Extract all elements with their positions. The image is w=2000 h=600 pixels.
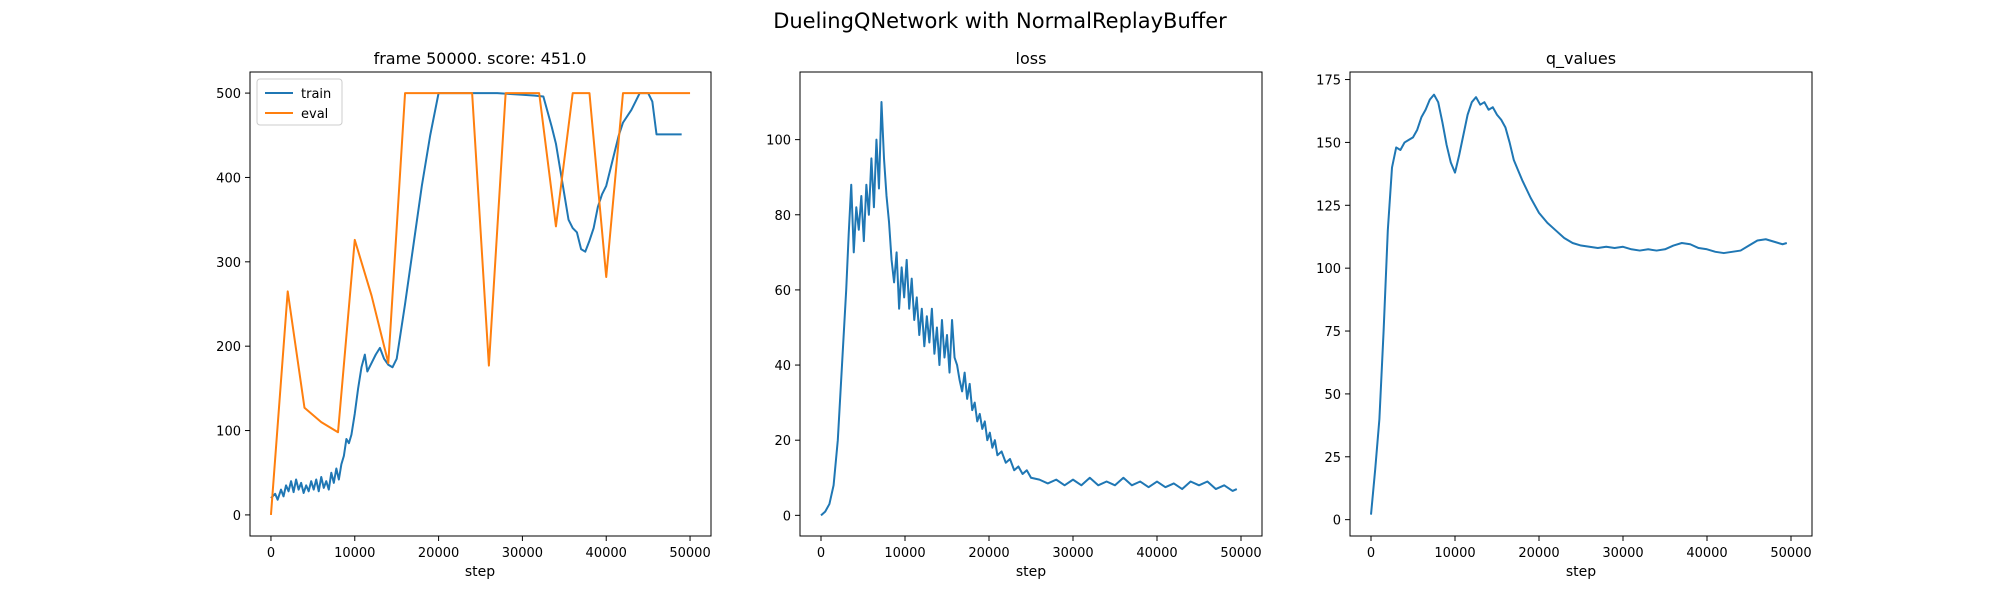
q-values-xtick-label: 20000 xyxy=(1518,546,1559,561)
q-values-ytick-label: 25 xyxy=(1324,451,1341,466)
loss-xtick-label: 30000 xyxy=(1052,546,1093,561)
q-values-subplot-title: q_values xyxy=(1546,49,1616,69)
score-xtick-label: 50000 xyxy=(669,546,710,561)
q-values-xtick-label: 0 xyxy=(1367,546,1375,561)
q-values-xtick-label: 40000 xyxy=(1686,546,1727,561)
q-values-series-line-line xyxy=(1370,93,1788,515)
loss-subplot-xlabel: step xyxy=(1016,564,1046,580)
loss-ytick-label: 20 xyxy=(774,434,791,449)
score-legend-label-train: train xyxy=(301,87,331,102)
score-subplot-title: frame 50000. score: 451.0 xyxy=(374,49,587,68)
loss-subplot: loss step 0 10000 20000 30000 40000 50000 0 20 4… xyxy=(766,49,1263,580)
score-legend: train eval xyxy=(256,78,343,126)
loss-xtick-label: 20000 xyxy=(968,546,1009,561)
figure-suptitle: DuelingQNetwork with NormalReplayBuffer xyxy=(773,9,1227,33)
score-ytick-label: 100 xyxy=(216,425,241,440)
score-xtick-label: 20000 xyxy=(418,546,459,561)
score-ytick-label: 0 xyxy=(233,509,241,524)
loss-xtick-label: 10000 xyxy=(884,546,925,561)
q-values-ytick-label: 175 xyxy=(1316,74,1341,89)
score-legend-label-eval: eval xyxy=(301,107,328,122)
q-values-ytick-label: 100 xyxy=(1316,262,1341,277)
loss-series-line-line xyxy=(820,101,1238,517)
loss-subplot-title: loss xyxy=(1016,49,1047,68)
q-values-subplot: q_values step 0 10000 20000 30000 40000 50000… xyxy=(1316,49,1813,580)
q-values-subplot-xlabel: step xyxy=(1566,564,1596,580)
q-values-ytick-label: 125 xyxy=(1316,199,1341,214)
score-xtick-label: 0 xyxy=(267,546,275,561)
score-subplot-xlabel: step xyxy=(465,564,495,580)
score-ytick-label: 400 xyxy=(216,171,241,186)
q-values-xtick-label: 10000 xyxy=(1434,546,1475,561)
loss-xtick-label: 50000 xyxy=(1220,546,1261,561)
loss-ytick-label: 100 xyxy=(766,134,791,149)
q-values-ytick-label: 75 xyxy=(1324,325,1341,340)
loss-ytick-label: 0 xyxy=(783,509,791,524)
score-ytick-label: 200 xyxy=(216,340,241,355)
q-values-ytick-label: 150 xyxy=(1316,136,1341,151)
score-xtick-label: 40000 xyxy=(586,546,627,561)
q-values-xtick-label: 30000 xyxy=(1602,546,1643,561)
q-values-ytick-label: 0 xyxy=(1333,514,1341,529)
score-xtick-label: 10000 xyxy=(334,546,375,561)
score-xtick-label: 30000 xyxy=(502,546,543,561)
q-values-ytick-label: 50 xyxy=(1324,388,1341,403)
score-plot-frame xyxy=(249,71,712,537)
score-ytick-label: 300 xyxy=(216,256,241,271)
loss-xtick-label: 40000 xyxy=(1136,546,1177,561)
loss-ytick-label: 40 xyxy=(774,359,791,374)
loss-plot-frame xyxy=(799,71,1263,537)
q-values-xtick-label: 50000 xyxy=(1770,546,1811,561)
score-subplot: frame 50000. score: 451.0 step 0 10000 200… xyxy=(216,49,712,580)
loss-ytick-label: 60 xyxy=(774,284,791,299)
score-series-eval-line xyxy=(269,92,691,515)
loss-ytick-label: 80 xyxy=(774,209,791,224)
score-legend-box xyxy=(256,78,343,126)
score-series-train-line xyxy=(270,92,682,501)
loss-xtick-label: 0 xyxy=(817,546,825,561)
score-ytick-label: 500 xyxy=(216,87,241,102)
q-values-plot-frame xyxy=(1349,71,1813,537)
